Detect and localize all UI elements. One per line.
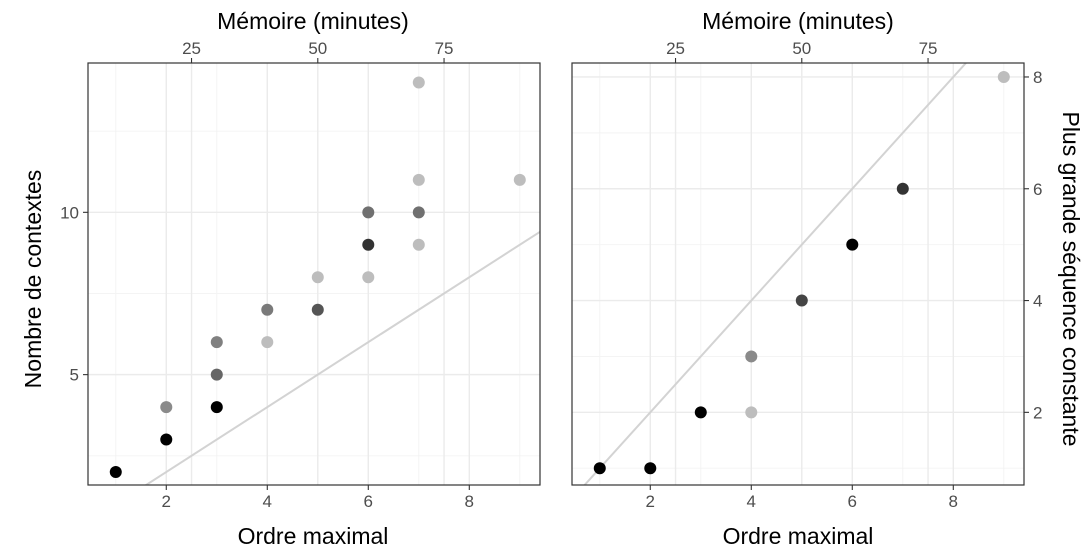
right-grid bbox=[572, 63, 1024, 485]
right-x-tick-label: 2 bbox=[646, 492, 655, 511]
left-data-point bbox=[362, 206, 375, 219]
right-data-point bbox=[745, 350, 758, 363]
left-y-axis-title: Nombre de contextes bbox=[20, 170, 46, 389]
left-data-point bbox=[261, 303, 274, 316]
right-y-tick-label: 2 bbox=[1033, 403, 1042, 422]
left-x-tick-label: 4 bbox=[263, 492, 272, 511]
left-data-point bbox=[160, 401, 173, 414]
right-data-point bbox=[644, 462, 657, 475]
right-y-tick-label: 8 bbox=[1033, 68, 1042, 87]
left-data-point bbox=[412, 76, 425, 89]
right-data-point bbox=[795, 294, 808, 307]
right-x2-tick-label: 50 bbox=[792, 39, 811, 58]
left-y-tick-label: 10 bbox=[60, 203, 79, 222]
right-ticks: 2 4 6 8 25 50 75 2 4 6 8 bbox=[646, 39, 1043, 511]
right-data-point bbox=[745, 406, 758, 419]
left-data-point bbox=[210, 368, 223, 381]
left-data-point bbox=[311, 271, 324, 284]
left-ticks: 2 4 6 8 25 50 75 5 10 bbox=[60, 39, 474, 511]
left-x2-tick-label: 25 bbox=[182, 39, 201, 58]
left-x2-tick-label: 75 bbox=[435, 39, 454, 58]
left-x-tick-label: 8 bbox=[465, 492, 474, 511]
left-top-axis-title: Mémoire (minutes) bbox=[217, 8, 409, 34]
right-panel-border bbox=[571, 62, 1025, 486]
right-data-point bbox=[846, 238, 859, 251]
left-data-point bbox=[160, 433, 173, 446]
left-bottom-axis-title: Ordre maximal bbox=[238, 523, 389, 549]
left-data-point bbox=[210, 336, 223, 349]
left-data-point bbox=[513, 173, 526, 186]
right-data-point bbox=[593, 462, 606, 475]
right-x2-tick-label: 75 bbox=[919, 39, 938, 58]
left-y-tick-label: 5 bbox=[70, 366, 79, 385]
left-data-point bbox=[210, 401, 223, 414]
right-panel-background bbox=[572, 63, 1024, 485]
right-points bbox=[593, 70, 1010, 475]
left-data-point bbox=[412, 173, 425, 186]
right-y-tick-label: 4 bbox=[1033, 292, 1042, 311]
right-x-tick-label: 8 bbox=[949, 492, 958, 511]
right-x2-tick-label: 25 bbox=[666, 39, 685, 58]
left-data-point bbox=[261, 336, 274, 349]
left-x-tick-label: 2 bbox=[162, 492, 171, 511]
left-data-point bbox=[109, 466, 122, 479]
right-data-point bbox=[896, 182, 909, 195]
right-top-axis-title: Mémoire (minutes) bbox=[702, 8, 894, 34]
right-y-tick-label: 6 bbox=[1033, 180, 1042, 199]
left-data-point bbox=[412, 206, 425, 219]
left-x2-tick-label: 50 bbox=[308, 39, 327, 58]
left-panel-border bbox=[87, 62, 541, 486]
left-x-tick-label: 6 bbox=[364, 492, 373, 511]
left-data-point bbox=[311, 303, 324, 316]
right-y-axis-title: Plus grande séquence constante bbox=[1058, 111, 1083, 446]
left-reference-line-group bbox=[144, 230, 540, 485]
right-data-point bbox=[694, 406, 707, 419]
right-x-tick-label: 4 bbox=[747, 492, 756, 511]
right-panel: 2 4 6 8 25 50 75 2 4 6 8 Mémoire (minutes) Ordre m… bbox=[571, 8, 1083, 549]
left-data-point bbox=[412, 238, 425, 251]
left-data-point bbox=[362, 271, 375, 284]
left-grid bbox=[88, 63, 540, 485]
left-data-point bbox=[362, 238, 375, 251]
right-bottom-axis-title: Ordre maximal bbox=[723, 523, 874, 549]
right-reference-line bbox=[583, 63, 968, 485]
right-x-tick-label: 6 bbox=[848, 492, 857, 511]
right-reference-line-group bbox=[583, 63, 968, 485]
right-data-point bbox=[997, 70, 1010, 83]
left-panel: 2 4 6 8 25 50 75 5 10 Mémoire (minutes) Ordre ma… bbox=[20, 8, 541, 549]
left-points bbox=[109, 76, 526, 479]
left-reference-line bbox=[144, 230, 540, 485]
